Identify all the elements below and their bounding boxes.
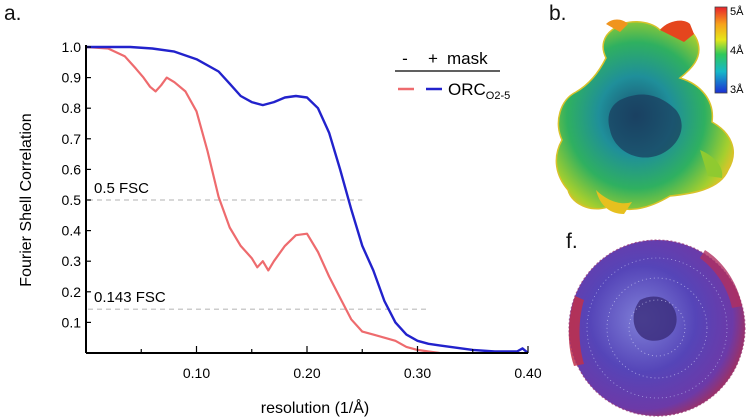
x-tick-label: 0.10 [183,365,210,381]
y-tick-label: 0.3 [62,253,82,269]
density-map-image [555,19,734,214]
threshold-label: 0.5 FSC [94,180,149,197]
x-tick-label: 0.20 [293,365,320,381]
threshold-lines: 0.5 FSC 0.143 FSC [88,180,429,310]
legend-header-minus: - [402,49,408,68]
legend-label-sub: O2-5 [486,90,510,102]
y-tick-label: 0.9 [62,70,82,86]
y-tick-label: 0.2 [62,284,82,300]
colorbar: 5Å 4Å 3Å [714,5,744,96]
colorbar-label-top: 5Å [730,5,744,18]
y-tick-label: 0.8 [62,100,82,116]
x-ticks: 0.10 0.20 0.30 0.40 [140,346,542,381]
fsc-curve-minus-mask [85,45,440,355]
colorbar-label-mid: 4Å [730,44,744,57]
fsc-curve-plus-mask [86,45,529,354]
legend-header-mask: mask [447,49,488,68]
angular-distribution-image [568,239,746,417]
x-axis-label: resolution (1/Å) [261,398,370,417]
y-tick-label: 0.7 [62,131,82,147]
legend-header-plus: + [428,49,438,68]
colorbar-label-bottom: 3Å [730,83,744,96]
panel-label-a: a. [4,2,22,25]
panel-label-b: b. [549,2,567,25]
y-tick-label: 0.1 [62,314,82,330]
legend-series-label: ORCO2-5 [448,80,510,102]
legend: - + mask ORCO2-5 [395,49,510,102]
x-tick-label: 0.30 [404,365,431,381]
y-axis-label: Fourier Shell Correlation [18,113,35,286]
y-tick-label: 0.4 [62,223,82,239]
x-tick-label: 0.40 [514,365,541,381]
y-tick-label: 0.5 [62,192,82,208]
legend-label-main: ORC [448,80,486,99]
panel-label-f: f. [566,230,578,253]
y-ticks: 0.1 0.2 0.3 0.4 0.5 0.6 0.7 0.8 0.9 1.0 [62,39,91,330]
fsc-series [85,45,529,355]
y-tick-label: 1.0 [62,39,82,55]
threshold-label: 0.143 FSC [94,289,166,306]
y-tick-label: 0.6 [62,161,82,177]
colorbar-gradient [714,6,728,94]
